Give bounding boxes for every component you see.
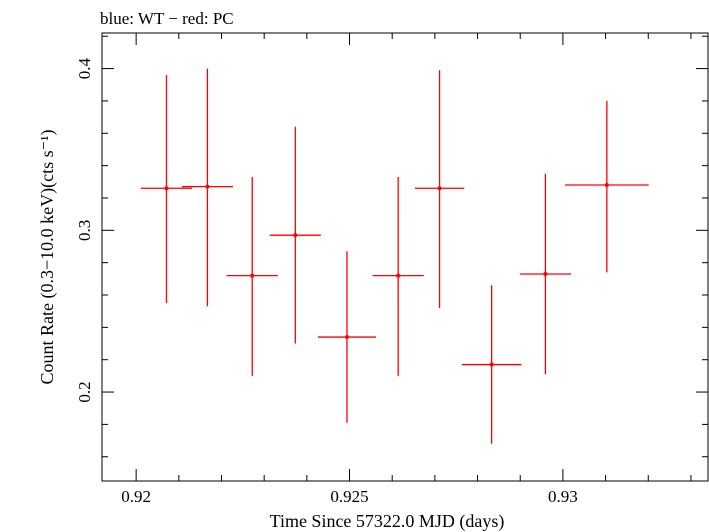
- data-point: [372, 176, 424, 376]
- data-point: [140, 75, 193, 304]
- x-tick-label: 0.92: [121, 487, 151, 506]
- data-point: [269, 126, 321, 344]
- axis-ticks: [102, 33, 708, 481]
- y-tick-label: 0.3: [75, 220, 94, 241]
- x-tick-label: 0.925: [330, 487, 368, 506]
- plot-frame: [101, 32, 709, 482]
- data-marker: [205, 184, 210, 189]
- y-axis-label: Count Rate (0.3−10.0 keV)(cts s⁻¹): [37, 129, 58, 384]
- y-tick-label: 0.2: [75, 381, 94, 402]
- data-marker: [250, 273, 255, 278]
- x-tick-label: 0.93: [548, 487, 578, 506]
- data-point: [519, 173, 572, 375]
- data-marker: [543, 271, 548, 276]
- data-marker: [293, 233, 298, 238]
- data-point: [317, 251, 376, 423]
- data-series-pc: [140, 68, 649, 444]
- data-marker: [164, 186, 169, 191]
- data-point: [181, 68, 234, 307]
- axis-tick-labels: 0.92 0.925 0.93 0.2 0.3 0.4: [75, 57, 578, 506]
- data-point: [461, 285, 522, 444]
- y-tick-label: 0.4: [75, 57, 94, 79]
- data-point: [226, 176, 278, 376]
- data-point: [414, 70, 465, 308]
- data-marker: [437, 186, 442, 191]
- x-axis-label: Time Since 57322.0 MJD (days): [270, 511, 505, 532]
- chart-title: blue: WT − red: PC: [100, 9, 234, 28]
- data-marker: [489, 362, 494, 367]
- data-point: [565, 100, 649, 273]
- data-marker: [604, 183, 609, 188]
- data-marker: [396, 273, 401, 278]
- data-marker: [344, 335, 349, 340]
